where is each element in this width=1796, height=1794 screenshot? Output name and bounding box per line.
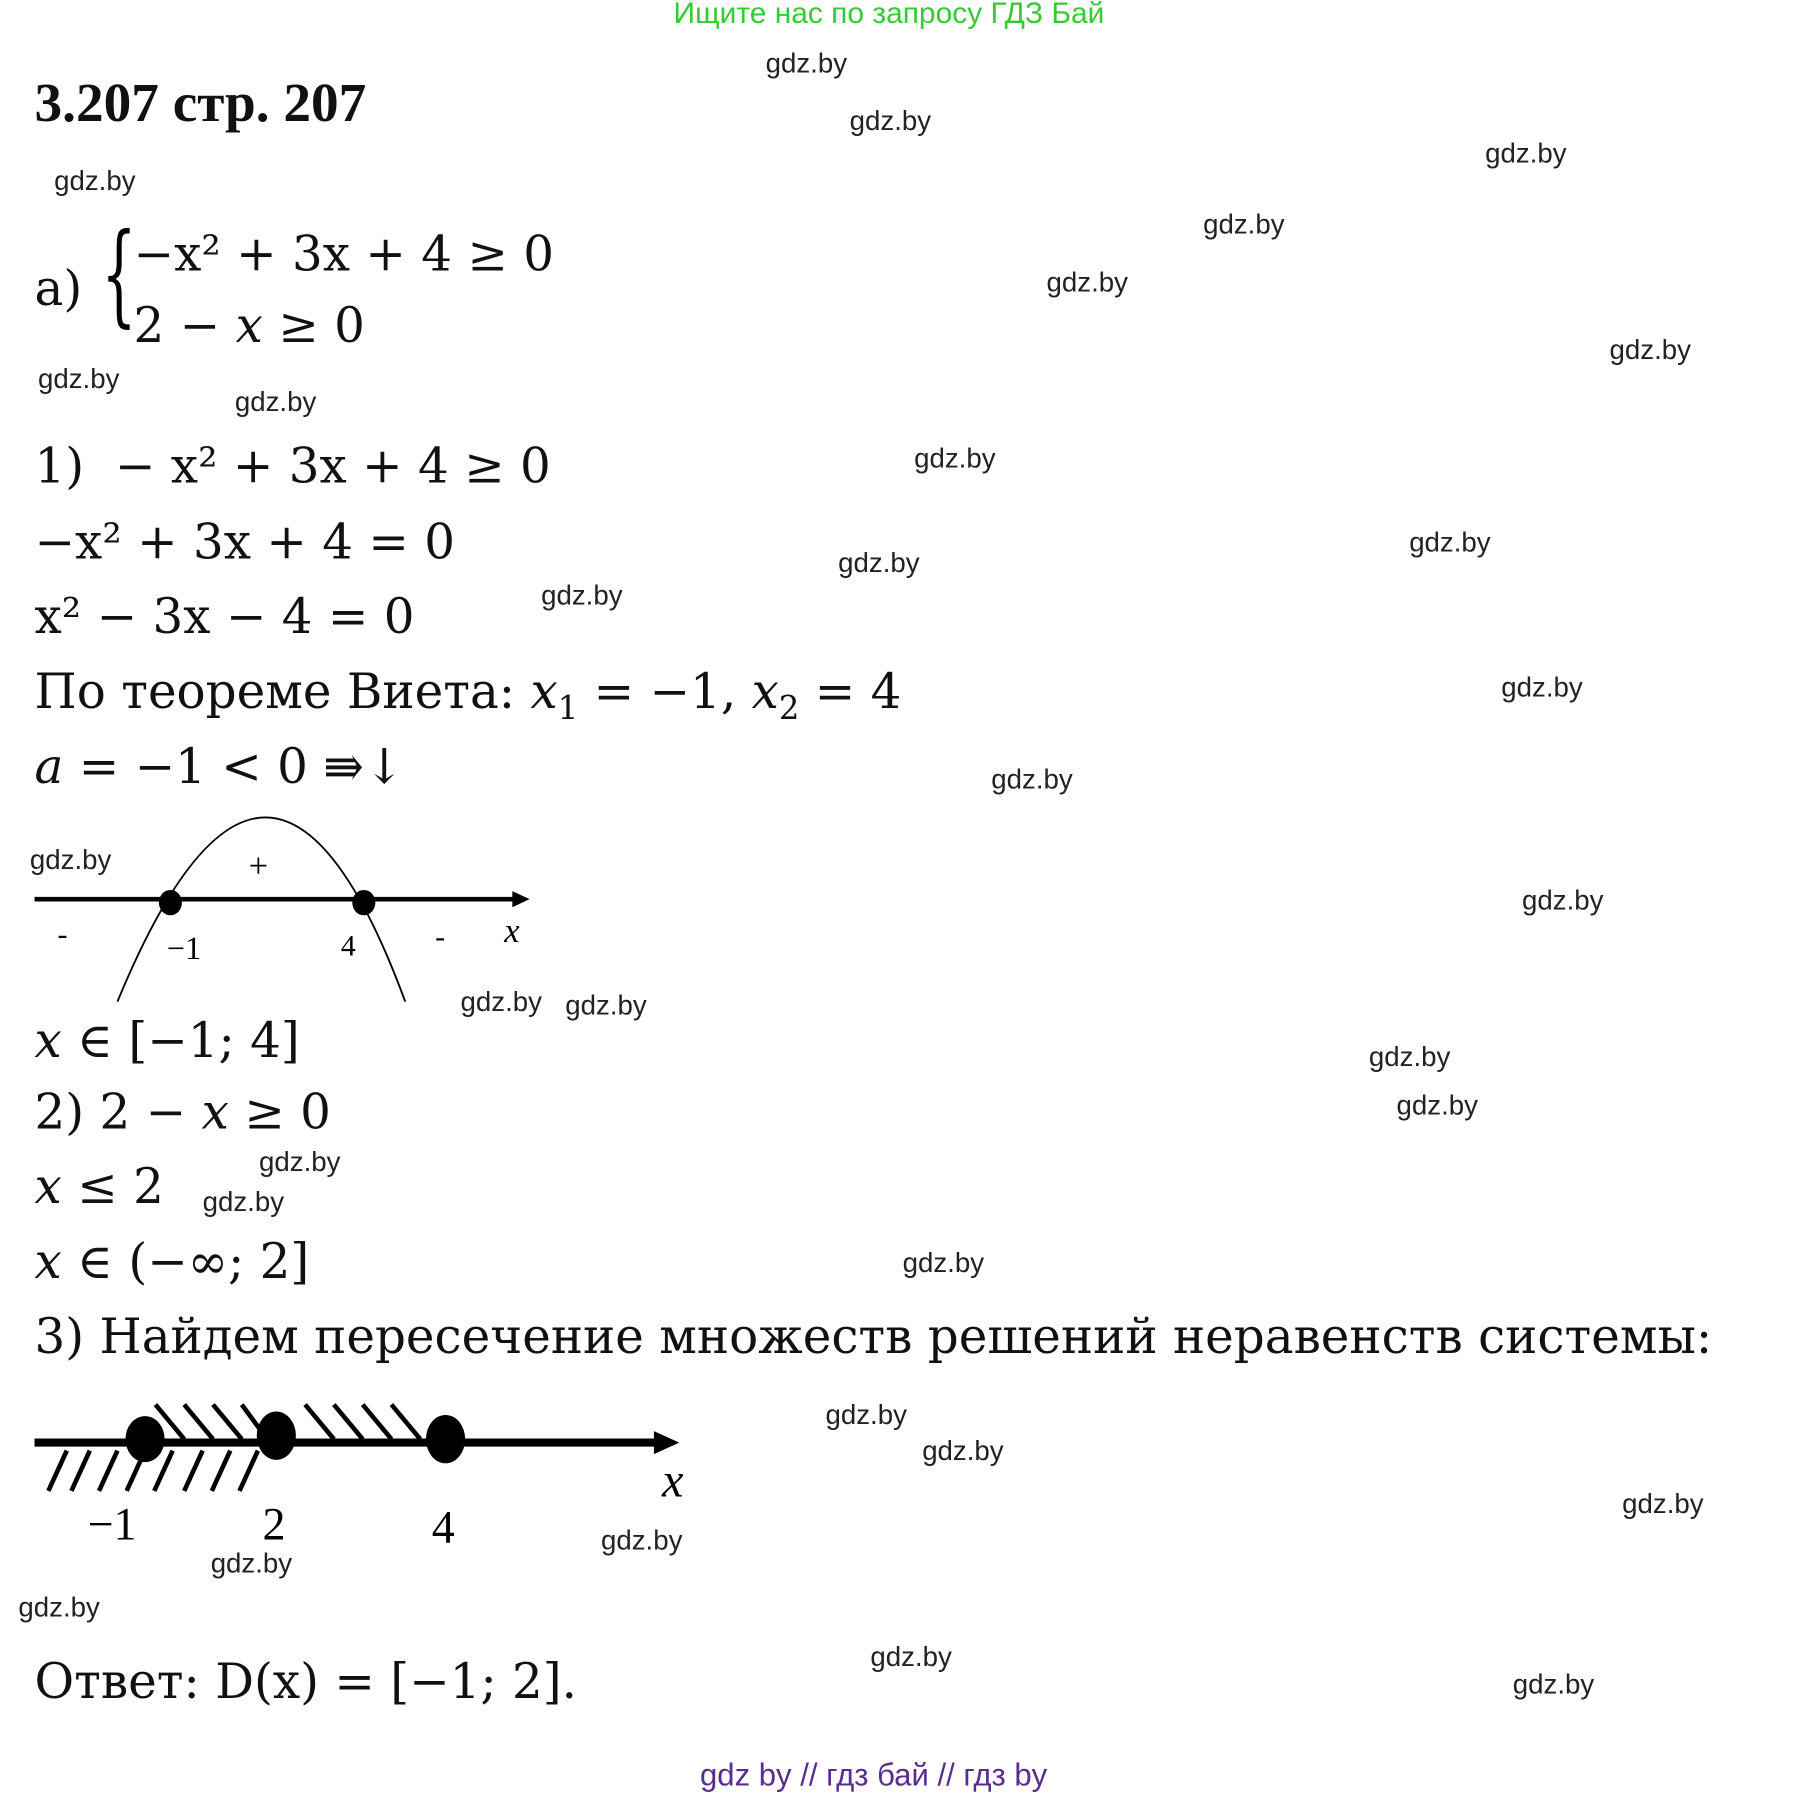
watermark: gdz.by <box>565 990 647 1022</box>
axis-arrow <box>653 1431 680 1455</box>
hatch-right <box>153 1403 422 1441</box>
watermark: gdz.by <box>838 548 920 580</box>
watermark: gdz.by <box>1368 1041 1451 1074</box>
leading-coef-line: a = −1 < 0 ⇛↓ <box>34 737 405 795</box>
parabola-graph: - + - −1 4 x <box>34 816 530 1002</box>
axis-arrow <box>512 891 530 908</box>
axis-label-x: x <box>503 912 520 950</box>
watermark: gdz.by <box>37 363 120 395</box>
vieta-line: По теореме Виета: x1 = −1, x2 = 4 <box>34 663 902 727</box>
answer-value: D(x) = [−1; 2]. <box>215 1653 578 1710</box>
watermark: gdz.by <box>1609 335 1691 367</box>
watermark: gdz.by <box>1409 527 1491 559</box>
watermark: gdz.by <box>460 986 542 1018</box>
system-eq1: −x² + 3x + 4 ≥ 0 <box>133 225 555 283</box>
watermark: gdz.by <box>825 1399 907 1432</box>
watermark: gdz.by <box>849 105 932 138</box>
step1-result: x ∈ [−1; 4] <box>34 1011 300 1069</box>
watermark: gdz.by <box>234 386 317 418</box>
watermark: gdz.by <box>1622 1488 1704 1520</box>
top-banner[interactable]: Ищите нас по запросу ГДЗ Бай <box>673 0 1105 30</box>
sign-right: - <box>435 920 445 953</box>
tick-minus1: −1 <box>87 1498 136 1549</box>
axis-label-x: x <box>661 1455 684 1508</box>
sign-middle: + <box>249 847 268 885</box>
watermark: gdz.by <box>1522 885 1604 917</box>
answer-line: Ответ: D(x) = [−1; 2]. <box>35 1653 578 1709</box>
sign-left: - <box>58 918 68 951</box>
step3-text: 3) Найдем пересечение множеств решений н… <box>34 1307 1713 1365</box>
root-point-minus1 <box>158 889 182 916</box>
watermark: gdz.by <box>541 580 623 612</box>
watermark: gdz.by <box>1203 209 1285 241</box>
system-brace: { <box>101 209 137 339</box>
tick-2: 2 <box>262 1498 285 1549</box>
step2-line2: x ≤ 2 <box>34 1158 164 1215</box>
root-point-4 <box>352 889 376 916</box>
point-4 <box>425 1414 466 1464</box>
step2-result: x ∈ (−∞; 2] <box>34 1233 310 1290</box>
watermark: gdz.by <box>1396 1090 1478 1122</box>
tick-4: 4 <box>432 1502 455 1553</box>
watermark: gdz.by <box>902 1248 985 1280</box>
watermark: gdz.by <box>1501 672 1583 704</box>
step2-line1: 2) 2 − x ≥ 0 <box>34 1083 331 1140</box>
watermark: gdz.by <box>29 845 112 877</box>
system-eq2: 2 − x ≥ 0 <box>133 297 365 354</box>
watermark: gdz.by <box>210 1548 293 1580</box>
step1-line3: x² − 3x − 4 = 0 <box>34 588 415 645</box>
footer-links[interactable]: gdz by // гдз бай // гдз by <box>699 1758 1048 1793</box>
watermark: gdz.by <box>259 1146 341 1178</box>
step1-line1-text: − x² + 3x + 4 ≥ 0 <box>114 437 551 494</box>
tick-minus1: −1 <box>167 930 201 966</box>
watermark: gdz.by <box>18 1592 100 1624</box>
watermark: gdz.by <box>202 1186 285 1219</box>
watermark: gdz.by <box>922 1435 1004 1467</box>
intersection-graph: −1 2 4 x <box>34 1403 684 1553</box>
watermark: gdz.by <box>1512 1669 1595 1701</box>
page-title: 3.207 стр. 207 <box>34 72 367 134</box>
step1-line2: −x² + 3x + 4 = 0 <box>34 513 456 570</box>
watermark: gdz.by <box>991 764 1073 796</box>
watermark: gdz.by <box>1485 138 1567 170</box>
answer-label: Ответ: <box>34 1653 200 1710</box>
part-a-label: а) <box>34 260 83 317</box>
watermark: gdz.by <box>914 443 996 475</box>
watermark: gdz.by <box>54 165 136 197</box>
watermark: gdz.by <box>1046 267 1128 299</box>
watermark: gdz.by <box>765 48 848 80</box>
point-2 <box>256 1411 296 1460</box>
tick-4: 4 <box>341 930 356 963</box>
watermark: gdz.by <box>870 1641 952 1673</box>
step1-line1: 1) − x² + 3x + 4 ≥ 0 <box>35 437 551 493</box>
watermark: gdz.by <box>600 1525 683 1557</box>
point-minus1 <box>125 1416 165 1463</box>
step1-label: 1) <box>34 437 85 494</box>
